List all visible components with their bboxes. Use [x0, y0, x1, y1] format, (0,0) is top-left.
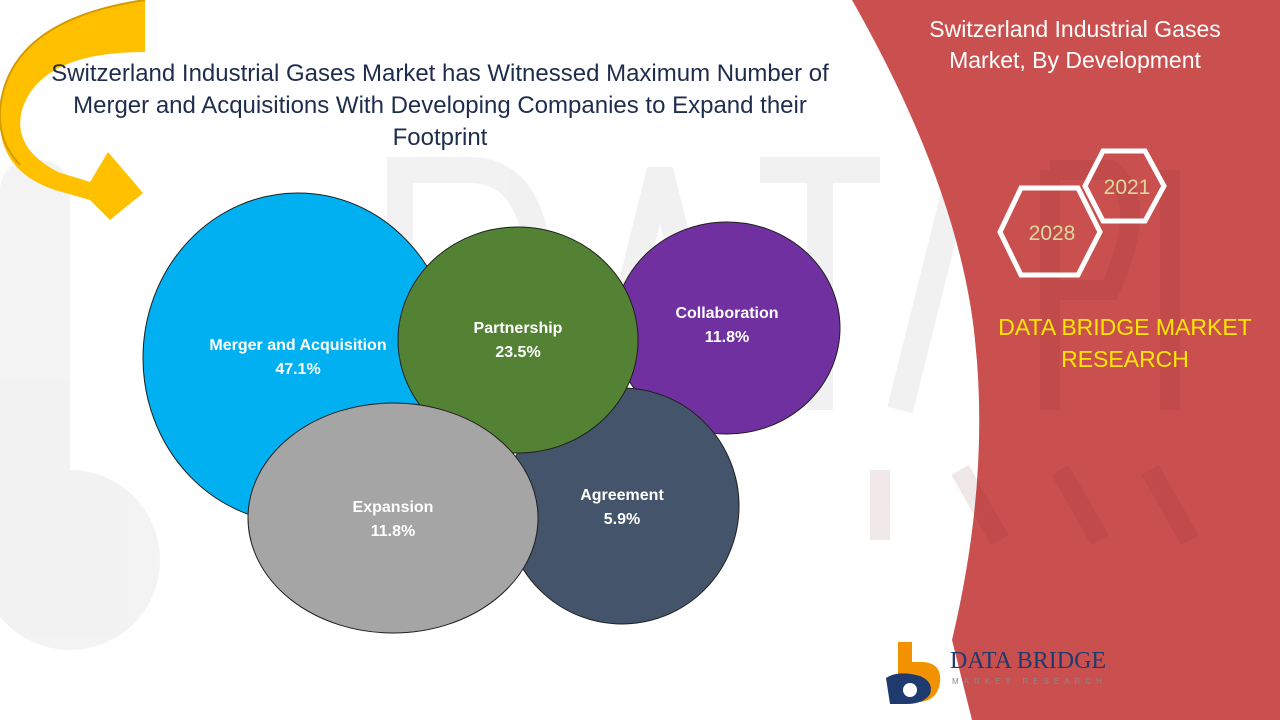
curved-arrow-icon: [0, 0, 146, 220]
bubble-value-label: 47.1%: [275, 361, 320, 378]
data-bridge-logo-icon: [886, 642, 941, 704]
bubble-expansion: Expansion 11.8%: [247, 402, 539, 634]
bubble-value-label: 23.5%: [495, 344, 540, 361]
hexagon-2021: [1082, 148, 1167, 224]
bubble-category-label: Expansion: [353, 499, 434, 516]
bubble-category-label: Collaboration: [675, 305, 778, 322]
bubble-agreement: Agreement 5.9%: [504, 387, 740, 625]
year-hexagons: 2021 2028: [997, 148, 1167, 278]
bubble-value-label: 11.8%: [371, 523, 415, 540]
year-2028: 2028: [1029, 222, 1076, 245]
year-2021: 2021: [1104, 176, 1151, 199]
logo-name: DATA BRIDGE: [950, 648, 1107, 674]
bubble-collaboration: Collaboration 11.8%: [613, 221, 841, 435]
bubble-value-label: 5.9%: [604, 511, 640, 528]
bubble-category-label: Merger and Acquisition: [209, 337, 386, 354]
bubble-category-label: Partnership: [474, 320, 563, 337]
bubble-category-label: Agreement: [580, 487, 664, 504]
logo-tagline: MARKET RESEARCH: [952, 677, 1107, 686]
bubble-value-label: 11.8%: [705, 329, 749, 346]
bubble-shape: [397, 226, 639, 454]
bubble-partnership: Partnership 23.5%: [397, 226, 639, 454]
panel-title: Switzerland Industrial Gases Market, By …: [929, 16, 1221, 73]
headline: Switzerland Industrial Gases Market has …: [51, 60, 829, 151]
hexagon-2028: [997, 185, 1103, 278]
bubble-shape: [247, 402, 539, 634]
side-panel-shape: [852, 0, 1280, 720]
brand-name: DATA BRIDGE MARKET RESEARCH: [998, 314, 1252, 372]
